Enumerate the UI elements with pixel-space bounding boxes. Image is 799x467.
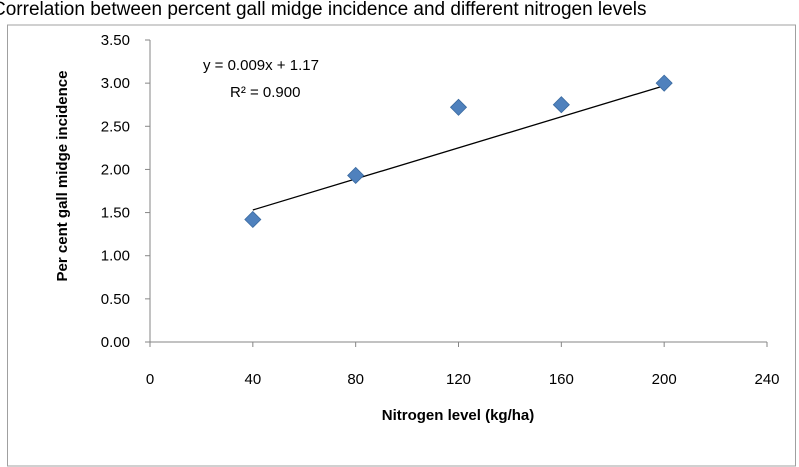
plot-area: 0 40 80 120 160 200 240 0.00 0.50 1.00 1.50 2.00 2.… xyxy=(101,32,780,388)
y-tick-label: 1.00 xyxy=(101,248,130,265)
x-tick-label: 0 xyxy=(146,371,154,388)
trendline-equation: y = 0.009x + 1.17 xyxy=(203,57,319,74)
y-tick-label: 0.50 xyxy=(101,291,130,308)
x-tick-label: 80 xyxy=(347,371,364,388)
trendline xyxy=(252,85,665,211)
x-tick-label: 200 xyxy=(652,371,677,388)
data-point xyxy=(449,98,468,116)
data-point xyxy=(655,74,673,92)
chart-title: Correlation between percent gall midge i… xyxy=(0,0,647,20)
data-point xyxy=(244,210,262,229)
y-tick-label: 3.50 xyxy=(101,32,130,49)
chart-frame xyxy=(7,24,796,467)
data-point xyxy=(552,96,570,114)
trendline-layer xyxy=(252,85,665,211)
x-tick-label: 160 xyxy=(549,371,574,388)
data-points-layer xyxy=(244,74,673,229)
x-axis-label: Nitrogen level (kg/ha) xyxy=(382,407,535,424)
x-tick-label: 240 xyxy=(754,371,779,388)
y-tick-label: 0.00 xyxy=(101,334,130,351)
x-axis-ticks: 0 40 80 120 160 200 240 xyxy=(146,342,780,388)
y-axis-label: Per cent gall midge incidence xyxy=(54,71,71,282)
y-tick-label: 3.00 xyxy=(101,75,130,92)
x-tick-label: 120 xyxy=(446,371,471,388)
x-tick-label: 40 xyxy=(244,371,261,388)
data-point xyxy=(347,166,365,185)
y-tick-label: 2.50 xyxy=(101,118,130,135)
y-tick-label: 1.50 xyxy=(101,205,130,222)
trendline-r-squared: R² = 0.900 xyxy=(230,84,300,101)
y-axis-ticks: 0.00 0.50 1.00 1.50 2.00 2.50 3.00 3.50 xyxy=(101,32,150,351)
y-tick-label: 2.00 xyxy=(101,161,130,178)
